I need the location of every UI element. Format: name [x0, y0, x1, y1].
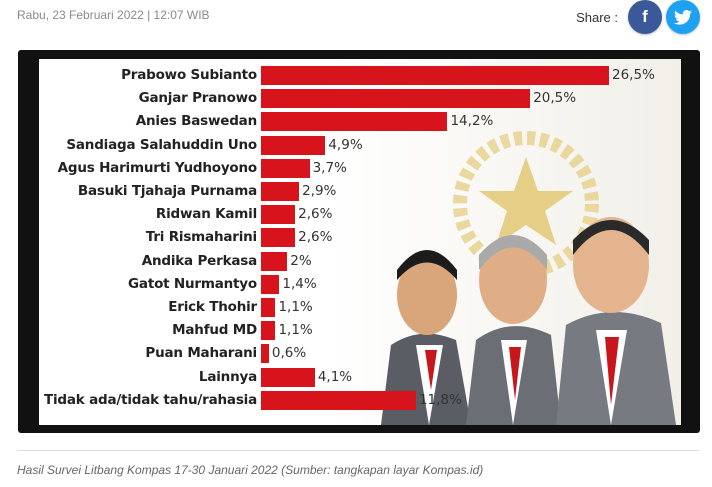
category-label: Ridwan Kamil	[155, 206, 257, 223]
bar	[261, 298, 276, 317]
bar	[261, 251, 288, 271]
value-label: 1,1%	[278, 322, 313, 339]
value-label: 4,1%	[317, 368, 353, 385]
value-label: 1,1%	[278, 299, 313, 315]
chart-row: Basuki Tjahaja Purnama 2,9%	[39, 182, 681, 205]
value-label: 0,6%	[271, 345, 307, 362]
bar	[261, 182, 300, 201]
twitter-bird-icon	[674, 9, 692, 25]
garuda-emblem-illustration	[453, 131, 599, 277]
chart-row: Prabowo Subianto 26,5%	[39, 66, 681, 89]
bar	[261, 367, 315, 387]
value-label: 2,6%	[298, 229, 333, 246]
share-bar: Share : f	[576, 0, 700, 34]
candidates-illustration	[381, 217, 676, 425]
chart-row: Tri Rismaharini 2,6%	[39, 228, 681, 251]
bar	[261, 228, 296, 248]
bar	[261, 390, 416, 410]
chart-row: Ridwan Kamil 2,6%	[39, 205, 681, 228]
bar	[261, 66, 609, 85]
category-label: Tidak ada/tidak tahu/rahasia	[43, 391, 257, 408]
chart-row: Agus Harimurti Yudhoyono 3,7%	[39, 158, 681, 182]
value-label: 26,5%	[612, 67, 655, 83]
share-label: Share :	[576, 9, 618, 25]
category-label: Sandiaga Salahuddin Uno	[66, 136, 257, 153]
value-label: 2,6%	[298, 206, 333, 223]
article-date: Rabu, 23 Februari 2022 | 12:07 WIB	[17, 8, 210, 22]
candidate-bar-chart: Prabowo Subianto 26,5% Ganjar Pranowo 20,5%…	[39, 59, 681, 425]
chart-row: Anies Baswedan 14,2%	[39, 112, 681, 135]
bar	[261, 321, 276, 341]
chart-row: Sandiaga Salahuddin Uno 4,9%	[39, 135, 681, 159]
chart-panel: Prabowo Subianto 26,5% Ganjar Pranowo 20,5%…	[39, 59, 681, 425]
chart-row: Andika Perkasa 2%	[39, 251, 681, 275]
value-label: 11,8%	[418, 391, 462, 408]
chart-row: Mahfud MD 1,1%	[39, 321, 681, 344]
facebook-icon: f	[642, 7, 648, 26]
value-label: 1,4%	[282, 275, 317, 292]
value-label: 4,9%	[328, 136, 363, 153]
category-label: Andika Perkasa	[141, 252, 257, 269]
bar	[261, 344, 269, 364]
chart-row: Ganjar Pranowo 20,5%	[39, 89, 681, 112]
chart-row: Puan Maharani 0,6%	[39, 344, 681, 367]
bar	[261, 89, 531, 109]
bar	[261, 274, 280, 294]
value-label: 3,7%	[312, 159, 347, 176]
value-label: 14,2%	[450, 113, 494, 130]
bar	[261, 135, 326, 155]
chart-row: Erick Thohir 1,1%	[39, 298, 681, 321]
value-label: 2%	[290, 252, 312, 269]
bar	[261, 158, 310, 178]
value-label: 2,9%	[302, 183, 337, 199]
category-label: Gatot Nurmantyo	[128, 275, 257, 292]
bar	[261, 205, 296, 225]
caption-divider	[17, 450, 699, 451]
bar	[261, 112, 448, 132]
category-label: Tri Rismaharini	[145, 229, 257, 246]
category-label: Basuki Tjahaja Purnama	[77, 183, 257, 199]
figure-caption: Hasil Survei Litbang Kompas 17-30 Januar…	[17, 463, 484, 477]
category-label: Anies Baswedan	[135, 113, 257, 130]
twitter-share-button[interactable]	[666, 0, 700, 34]
chart-row: Lainnya 4,1%	[39, 367, 681, 391]
category-label: Agus Harimurti Yudhoyono	[57, 159, 258, 176]
chart-row: Tidak ada/tidak tahu/rahasia 11,8%	[39, 390, 681, 414]
facebook-share-button[interactable]: f	[628, 0, 662, 34]
category-label: Lainnya	[198, 368, 257, 385]
category-label: Erick Thohir	[168, 299, 257, 315]
category-label: Ganjar Pranowo	[138, 90, 258, 107]
chart-row: Gatot Nurmantyo 1,4%	[39, 274, 681, 298]
category-label: Prabowo Subianto	[121, 67, 257, 83]
survey-figure: Prabowo Subianto 26,5% Ganjar Pranowo 20,5%…	[18, 50, 700, 433]
value-label: 20,5%	[533, 90, 577, 107]
category-label: Mahfud MD	[172, 322, 257, 339]
category-label: Puan Maharani	[145, 345, 257, 362]
